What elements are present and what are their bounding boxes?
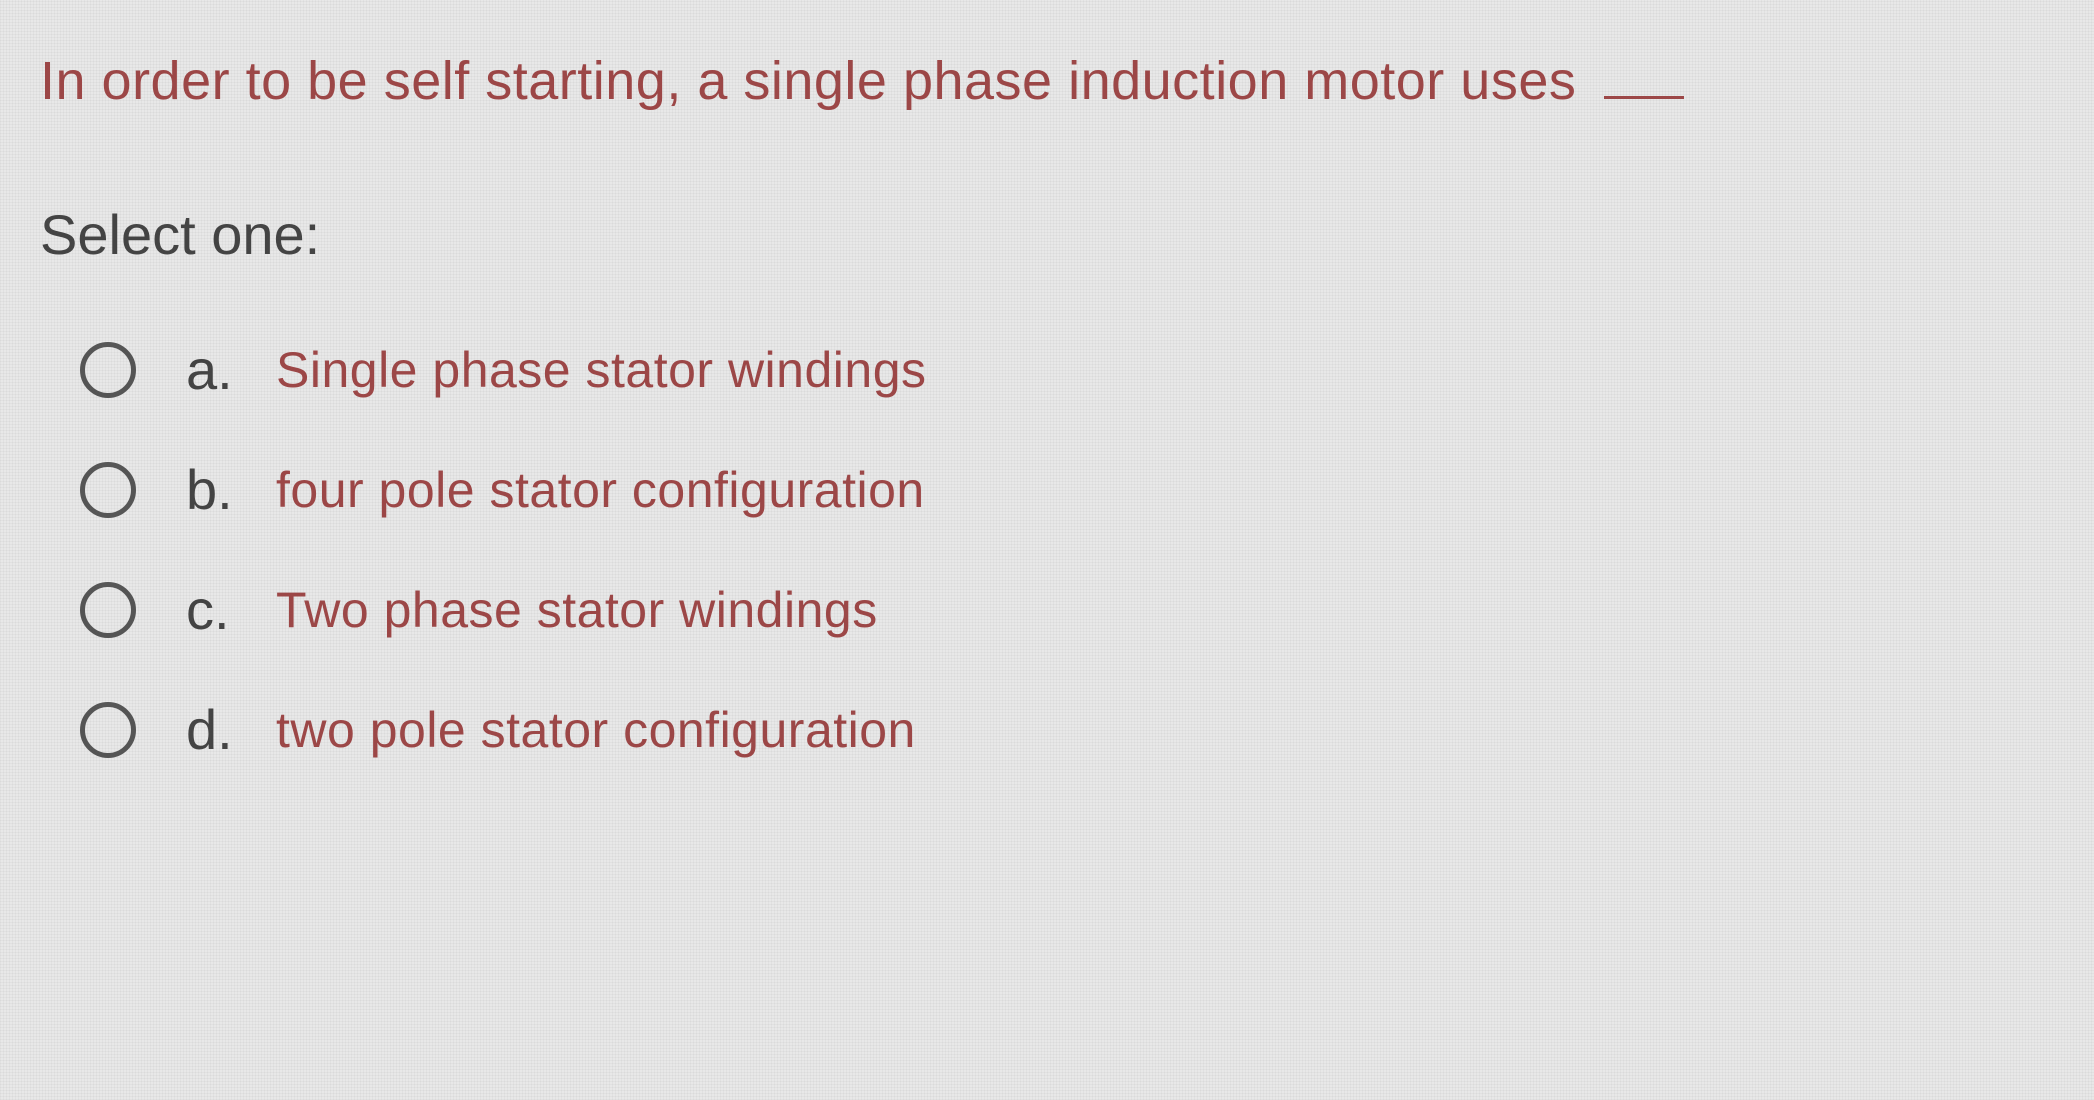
blank-line — [1604, 96, 1684, 99]
radio-a[interactable] — [80, 342, 136, 398]
option-b[interactable]: b. four pole stator configuration — [80, 457, 2054, 522]
question-text: In order to be self starting, a single p… — [40, 51, 1576, 111]
option-text-a: Single phase stator windings — [276, 341, 927, 399]
option-letter-a: a. — [186, 337, 276, 402]
radio-b[interactable] — [80, 462, 136, 518]
option-letter-c: c. — [186, 577, 276, 642]
option-d[interactable]: d. two pole stator configuration — [80, 697, 2054, 762]
options-container: a. Single phase stator windings b. four … — [40, 337, 2054, 762]
option-letter-d: d. — [186, 697, 276, 762]
radio-d[interactable] — [80, 702, 136, 758]
option-text-d: two pole stator configuration — [276, 701, 916, 759]
question-stem: In order to be self starting, a single p… — [40, 50, 2054, 112]
option-text-c: Two phase stator windings — [276, 581, 878, 639]
option-a[interactable]: a. Single phase stator windings — [80, 337, 2054, 402]
select-prompt: Select one: — [40, 202, 2054, 267]
option-text-b: four pole stator configuration — [276, 461, 925, 519]
option-letter-b: b. — [186, 457, 276, 522]
option-c[interactable]: c. Two phase stator windings — [80, 577, 2054, 642]
radio-c[interactable] — [80, 582, 136, 638]
